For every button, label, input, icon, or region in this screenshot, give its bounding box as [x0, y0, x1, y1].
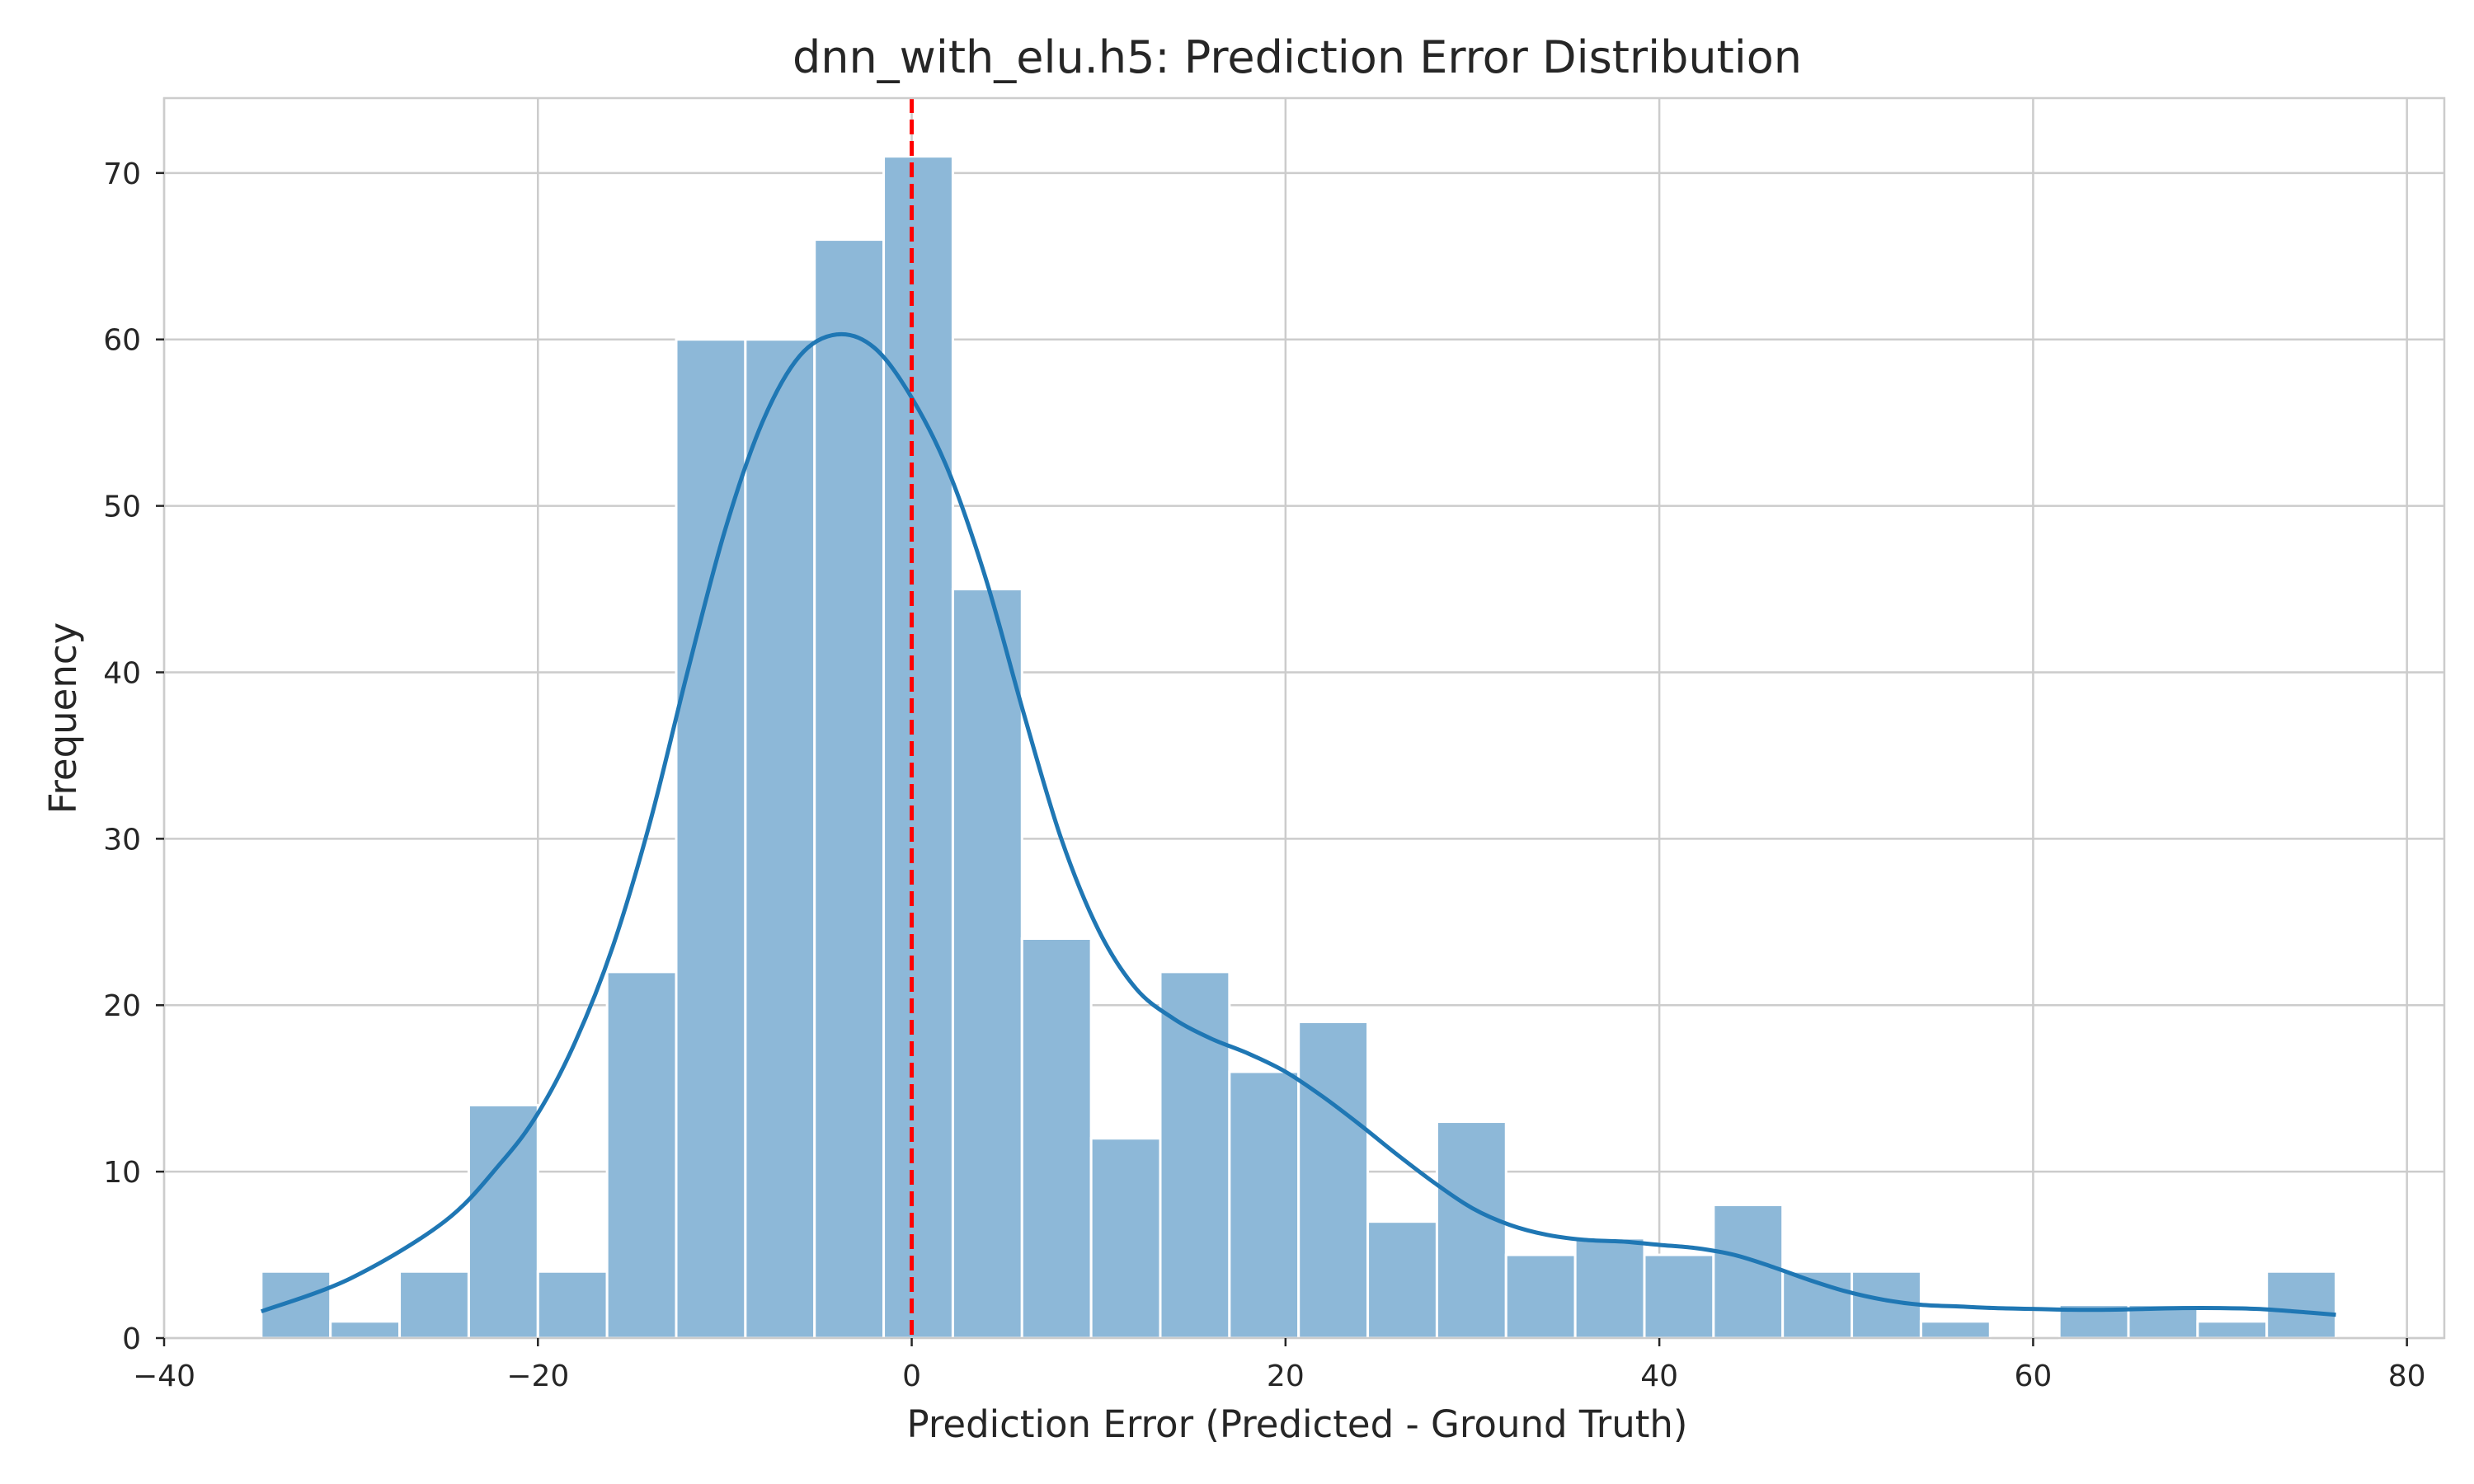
histogram-bar	[1089, 1137, 1162, 1340]
x-tick-label: −20	[506, 1360, 569, 1393]
y-tick-label: 60	[103, 324, 141, 358]
histogram-bar	[536, 1270, 609, 1340]
x-axis-ticks: −40 −20 0 20 40 60 80	[133, 1338, 2426, 1393]
y-tick-label: 70	[103, 157, 141, 191]
histogram-bar	[2196, 1320, 2269, 1340]
kde-line	[260, 331, 2336, 1317]
y-tick-label: 30	[103, 823, 141, 857]
histogram-bar	[2265, 1270, 2338, 1340]
y-tick-label: 10	[103, 1156, 141, 1190]
histogram-bar	[882, 155, 954, 1340]
histogram-bar	[1919, 1320, 1992, 1340]
histogram-bar	[398, 1270, 470, 1340]
histogram-bar	[1712, 1203, 1785, 1340]
histogram-bar	[744, 338, 816, 1340]
y-tick-label: 0	[122, 1322, 141, 1356]
histogram-bar	[1366, 1220, 1438, 1340]
histogram-bar	[605, 970, 678, 1340]
histogram-bar	[1228, 1070, 1300, 1340]
y-axis-ticks: 0 10 20 30 40 50 60 70	[103, 157, 164, 1356]
chart-title: dnn_with_elu.h5: Prediction Error Distri…	[793, 31, 1802, 83]
kde-curve	[260, 331, 2336, 1317]
x-tick-label: 80	[2388, 1360, 2426, 1393]
histogram-bar	[1504, 1253, 1577, 1340]
histogram-bar	[813, 238, 886, 1340]
x-tick-label: 60	[2014, 1360, 2052, 1393]
histogram-bar	[1573, 1237, 1646, 1340]
y-axis-label: Frequency	[41, 622, 85, 814]
histogram-bar	[260, 1270, 332, 1340]
histogram-bar	[1159, 970, 1231, 1340]
x-axis-label: Prediction Error (Predicted - Ground Tru…	[907, 1402, 1688, 1446]
histogram-bar	[467, 1103, 539, 1340]
histogram-bar	[1297, 1020, 1370, 1340]
x-tick-label: 0	[902, 1360, 921, 1393]
histogram-bar	[329, 1320, 402, 1340]
x-tick-label: 40	[1640, 1360, 1678, 1393]
y-tick-label: 50	[103, 491, 141, 524]
histogram-bar	[1020, 937, 1093, 1340]
histogram-bar	[951, 588, 1023, 1340]
y-tick-label: 20	[103, 989, 141, 1023]
histogram-bar	[1643, 1253, 1715, 1340]
histogram-bar	[675, 338, 747, 1340]
y-tick-label: 40	[103, 656, 141, 690]
histogram-bar	[1435, 1120, 1507, 1340]
x-tick-label: 20	[1267, 1360, 1305, 1393]
plot-frame	[162, 96, 2446, 1340]
x-tick-label: −40	[133, 1360, 195, 1393]
